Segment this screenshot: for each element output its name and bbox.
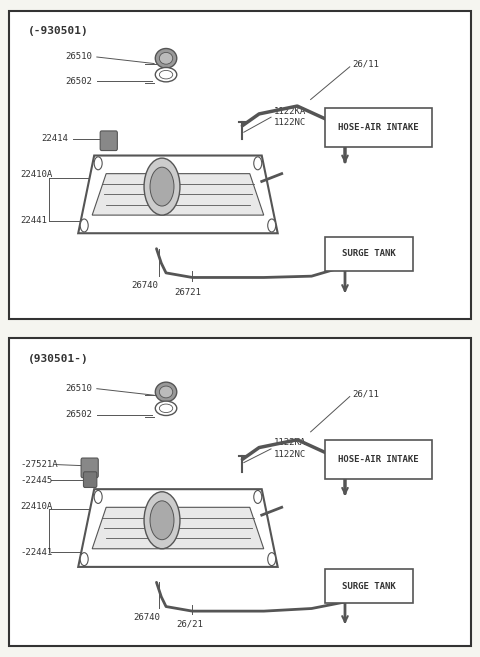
Text: 26502: 26502 [65,77,92,85]
Ellipse shape [94,157,102,170]
Ellipse shape [94,491,102,503]
FancyBboxPatch shape [325,440,432,479]
Text: 26/21: 26/21 [177,620,204,629]
Text: 26740: 26740 [131,281,158,290]
Ellipse shape [156,68,177,82]
Text: 22410A: 22410A [21,170,53,179]
Ellipse shape [268,553,276,566]
Text: 26740: 26740 [133,613,160,622]
Text: SURGE TANK: SURGE TANK [342,250,396,258]
Text: 1122NC: 1122NC [274,449,306,459]
Polygon shape [78,156,278,233]
Text: 22414: 22414 [41,134,68,143]
Ellipse shape [254,491,262,503]
Text: 1122KA: 1122KA [274,438,306,447]
Text: SURGE TANK: SURGE TANK [342,581,396,591]
Polygon shape [92,507,264,549]
Ellipse shape [159,53,173,64]
FancyBboxPatch shape [100,131,117,150]
Text: 22410A: 22410A [21,502,53,511]
Text: 26502: 26502 [65,411,92,419]
Text: (-930501): (-930501) [28,26,88,36]
Text: 22441: 22441 [21,216,48,225]
Text: 26721: 26721 [174,288,201,297]
Text: -22445: -22445 [21,476,53,485]
Text: 26510: 26510 [65,53,92,62]
Text: 26/11: 26/11 [352,59,379,68]
Ellipse shape [156,382,177,402]
Text: HOSE-AIR INTAKE: HOSE-AIR INTAKE [338,455,419,464]
Ellipse shape [150,501,174,539]
Text: 26/11: 26/11 [352,390,379,398]
FancyBboxPatch shape [325,237,413,271]
Ellipse shape [159,70,173,79]
Ellipse shape [144,158,180,215]
Text: 1122KA: 1122KA [274,107,306,116]
Ellipse shape [254,157,262,170]
Ellipse shape [80,553,88,566]
Ellipse shape [156,49,177,68]
Ellipse shape [156,401,177,415]
Ellipse shape [159,404,173,413]
Ellipse shape [144,492,180,549]
Text: HOSE-AIR INTAKE: HOSE-AIR INTAKE [338,123,419,132]
Text: 26510: 26510 [65,384,92,393]
Ellipse shape [159,386,173,398]
Ellipse shape [150,167,174,206]
Text: (930501-): (930501-) [28,354,88,364]
Text: -22441: -22441 [21,548,53,556]
FancyBboxPatch shape [81,458,98,478]
Ellipse shape [80,219,88,232]
Text: -27521A: -27521A [21,460,58,469]
FancyBboxPatch shape [9,338,471,646]
Ellipse shape [268,219,276,232]
FancyBboxPatch shape [325,108,432,147]
Polygon shape [78,489,278,567]
Polygon shape [92,173,264,215]
Text: 1122NC: 1122NC [274,118,306,127]
FancyBboxPatch shape [84,472,97,487]
FancyBboxPatch shape [9,11,471,319]
FancyBboxPatch shape [325,569,413,603]
